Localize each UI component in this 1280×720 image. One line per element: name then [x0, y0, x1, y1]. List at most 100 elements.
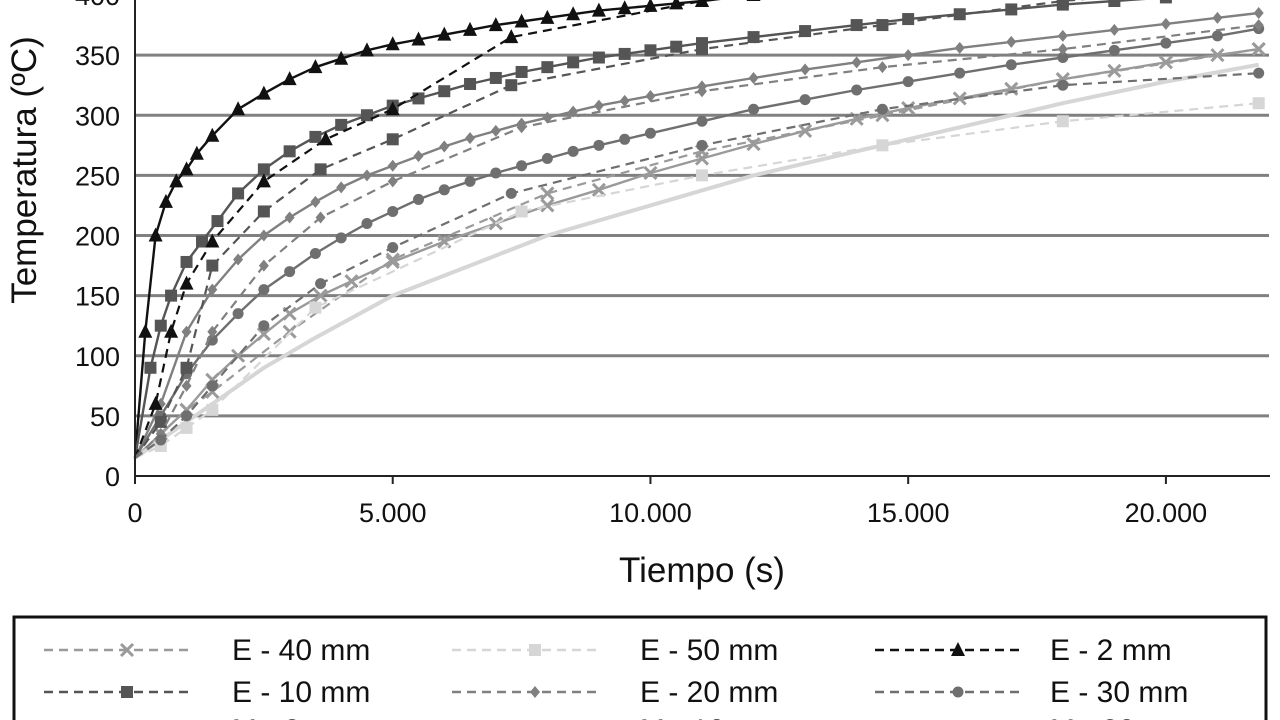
data-point-marker — [211, 215, 224, 228]
data-point-marker — [309, 130, 322, 143]
data-point-marker — [669, 0, 684, 10]
data-point-marker — [903, 49, 914, 62]
data-point-marker — [798, 123, 813, 138]
x-tick-label: 10.000 — [609, 498, 692, 528]
data-point-marker — [411, 31, 426, 46]
data-point-marker — [514, 13, 529, 28]
y-tick-label: 100 — [75, 342, 120, 372]
data-point-marker — [284, 211, 295, 224]
data-point-marker — [1005, 59, 1017, 71]
data-point-marker — [315, 211, 326, 224]
data-point-marker — [463, 21, 478, 36]
data-point-marker — [256, 85, 271, 100]
series-line — [134, 102, 1259, 459]
data-point-marker — [643, 0, 658, 12]
series-m-2-mm — [133, 0, 761, 459]
series-e-20-mm — [134, 19, 1264, 459]
data-point-marker — [643, 165, 658, 181]
data-point-marker — [593, 139, 605, 151]
series-line — [134, 47, 1259, 459]
data-point-marker — [952, 91, 967, 106]
data-point-marker — [696, 139, 708, 151]
legend-label: E - 10 mm — [232, 676, 370, 709]
data-point-marker — [516, 121, 527, 134]
data-point-marker — [504, 29, 519, 44]
data-point-marker — [386, 133, 399, 146]
legend-marker — [951, 642, 965, 656]
data-point-marker — [568, 105, 579, 118]
y-tick-label: 350 — [75, 41, 120, 71]
data-point-marker — [257, 163, 270, 176]
series-line — [133, 0, 721, 459]
data-point-marker — [515, 65, 528, 78]
data-point-marker — [181, 410, 193, 422]
data-point-marker — [1253, 7, 1264, 20]
data-point-marker — [902, 76, 914, 88]
data-point-marker — [1251, 42, 1266, 57]
data-point-marker — [1107, 63, 1122, 78]
series-e-50-mm — [134, 97, 1265, 459]
data-point-marker — [205, 233, 220, 248]
data-point-marker — [1108, 0, 1121, 8]
data-point-marker — [876, 19, 889, 32]
data-point-marker — [387, 159, 398, 172]
data-point-marker — [516, 160, 528, 172]
series-e-2-mm — [133, 0, 721, 459]
data-point-marker — [439, 140, 450, 153]
legend-item: E - 30 mm — [875, 676, 1188, 709]
data-point-marker — [207, 283, 218, 296]
series-line — [133, 0, 721, 459]
data-point-marker — [169, 173, 184, 188]
data-point-marker — [205, 127, 220, 142]
data-point-marker — [314, 163, 327, 176]
data-point-marker — [413, 193, 424, 205]
y-axis-title: Temperatura (ºC) — [5, 36, 44, 304]
legend-marker — [529, 644, 541, 656]
data-point-marker — [206, 259, 219, 272]
data-point-marker — [1006, 35, 1017, 48]
data-point-marker — [232, 308, 244, 320]
data-point-marker — [344, 274, 359, 289]
data-point-marker — [800, 63, 811, 76]
series-line — [134, 72, 1259, 459]
data-point-marker — [645, 90, 656, 103]
data-point-marker — [566, 6, 581, 21]
legend-label: E - 50 mm — [640, 634, 778, 667]
data-point-marker — [196, 235, 209, 248]
data-point-marker — [464, 77, 477, 90]
data-point-marker — [309, 301, 322, 314]
data-point-marker — [258, 284, 270, 296]
data-point-marker — [515, 205, 528, 218]
series-m-10-mm — [133, 0, 1172, 459]
legend-marker — [530, 686, 540, 698]
data-point-marker — [361, 169, 372, 182]
y-tick-label: 400 — [75, 0, 120, 11]
data-point-marker — [505, 187, 517, 199]
data-point-marker — [593, 99, 604, 112]
data-point-marker — [541, 153, 553, 165]
data-point-marker — [257, 205, 270, 218]
x-tick-label: 15.000 — [867, 498, 950, 528]
data-point-marker — [387, 242, 399, 254]
series-group — [133, 0, 1266, 460]
series-e-30-mm — [134, 67, 1265, 459]
data-point-marker — [567, 56, 580, 69]
data-point-marker — [180, 255, 193, 268]
data-point-marker — [180, 361, 193, 374]
data-point-marker — [1253, 67, 1265, 79]
data-point-marker — [258, 229, 269, 242]
data-point-marker — [490, 124, 501, 137]
data-point-marker — [1004, 81, 1019, 96]
data-point-marker — [619, 94, 630, 107]
data-point-marker — [284, 266, 296, 278]
data-point-marker — [851, 84, 863, 96]
data-point-marker — [1108, 44, 1120, 56]
data-point-marker — [618, 47, 631, 60]
data-point-marker — [165, 289, 178, 302]
data-point-marker — [335, 118, 348, 131]
data-point-marker — [164, 323, 179, 338]
data-point-marker — [567, 145, 579, 157]
data-point-marker — [591, 2, 606, 17]
x-axis-title: Tiempo (s) — [619, 551, 785, 590]
data-point-marker — [748, 71, 759, 84]
